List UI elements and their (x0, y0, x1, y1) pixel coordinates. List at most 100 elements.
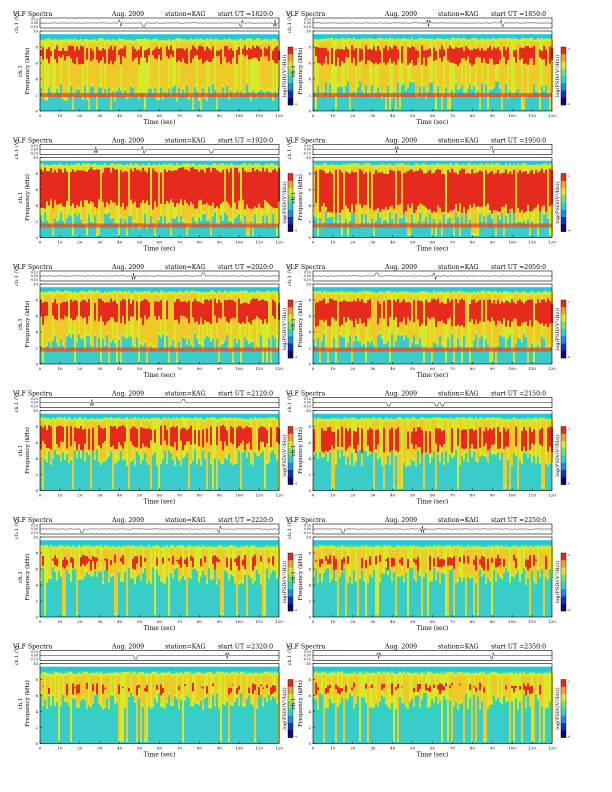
energy-red (164, 425, 166, 441)
time-tick-label: 0 (312, 746, 315, 751)
energy-red (455, 47, 457, 65)
colorbar-label: log(PSD/(V²/Hz)) (554, 687, 561, 729)
energy-red (411, 169, 413, 204)
energy-red (184, 50, 186, 63)
energy-red (409, 47, 411, 63)
colorbar-frame (287, 426, 294, 485)
energy-red (389, 46, 391, 59)
energy-yellow (375, 39, 377, 95)
energy-red (92, 427, 94, 451)
energy-yellow (453, 37, 455, 97)
energy-red (523, 683, 525, 690)
energy-yellow (453, 418, 455, 457)
time-tick-label: 80 (470, 366, 476, 371)
energy-orange (214, 295, 216, 348)
freq-axis-label: Frequency (kHz) (24, 554, 31, 601)
trace-waveform (312, 402, 553, 407)
freq-tick-label: 8 (308, 551, 311, 556)
freq-tick-label: 0 (35, 615, 38, 620)
energy-red (485, 427, 487, 444)
trace-tick-bottom: -0.10 (30, 152, 38, 156)
energy-red (361, 299, 363, 324)
energy-orange (138, 420, 140, 451)
energy-red (266, 168, 268, 203)
time-tick-label: 30 (97, 240, 103, 245)
energy-yellow (256, 38, 258, 98)
energy-red (266, 430, 268, 444)
energy-red (128, 688, 130, 692)
energy-yellow (447, 671, 449, 742)
energy-yellow (210, 546, 212, 581)
colorbar-segment (288, 336, 293, 344)
energy-red (160, 172, 162, 204)
energy-red (339, 688, 341, 695)
energy-red (355, 47, 357, 66)
energy-orange (527, 295, 529, 360)
energy-yellow (140, 38, 142, 93)
freq-tick-label: 0 (308, 109, 311, 114)
freq-tick-label: 0 (308, 741, 311, 746)
energy-orange (493, 675, 495, 693)
energy-orange (68, 674, 70, 703)
time-axis-label: Time (sec) (417, 372, 449, 379)
time-tick-label: 50 (410, 619, 416, 624)
energy-orange (50, 548, 52, 576)
energy-yellow (276, 40, 278, 94)
energy-red (144, 170, 146, 204)
trace-tick-top: 0.10 (31, 271, 38, 275)
trace-tick-top: 0.10 (31, 18, 38, 22)
energy-yellow (429, 291, 431, 351)
energy-red (393, 299, 395, 320)
energy-orange (264, 42, 266, 95)
energy-yellow (100, 671, 102, 707)
energy-red (341, 49, 343, 61)
time-tick-label: 10 (57, 619, 63, 624)
energy-red (475, 173, 477, 208)
colorbar-frame (287, 173, 294, 232)
energy-red (543, 172, 545, 206)
energy-red (525, 46, 527, 64)
energy-orange (523, 41, 525, 107)
energy-orange (188, 420, 190, 486)
energy-red (110, 560, 112, 565)
energy-orange (268, 674, 270, 692)
time-tick-label: 40 (390, 113, 396, 118)
energy-red (521, 301, 523, 323)
energy-orange (337, 167, 339, 221)
energy-yellow (321, 672, 323, 695)
energy-orange (74, 41, 76, 94)
panel-2250: VLF Spectra Aug. 2009 station=KAG start UT … (285, 517, 570, 632)
energy-red (537, 299, 539, 322)
energy-red (375, 555, 377, 565)
energy-orange (381, 550, 383, 570)
colorbar-segment (288, 694, 293, 702)
panel-1920: VLF Spectra Aug. 2009 station=KAG start UT … (12, 138, 297, 253)
energy-red (218, 171, 220, 209)
energy-yellow (62, 673, 64, 695)
energy-red (258, 46, 260, 62)
panel-station: station=KAG (165, 11, 206, 18)
time-tick-label: 50 (137, 746, 143, 751)
colorbar-tick-top: -2 (294, 427, 297, 431)
energy-yellow (347, 291, 349, 344)
energy-yellow (427, 546, 429, 616)
time-tick-label: 30 (97, 493, 103, 498)
energy-red (455, 298, 457, 327)
energy-red (389, 429, 391, 452)
energy-orange (260, 43, 262, 87)
energy-red (80, 301, 82, 317)
time-tick-label: 20 (77, 619, 83, 624)
energy-orange (485, 677, 487, 739)
colorbar-segment (288, 180, 293, 189)
energy-red (88, 298, 90, 317)
time-tick-label: 110 (255, 493, 263, 498)
energy-red (327, 427, 329, 452)
panel-2050: VLF Spectra Aug. 2009 station=KAG start UT … (285, 264, 570, 379)
upper-cutoff-band (40, 413, 279, 418)
colorbar-segment (561, 76, 566, 84)
energy-yellow (387, 672, 389, 708)
energy-orange (471, 548, 473, 575)
energy-red (228, 49, 230, 62)
energy-red (270, 427, 272, 448)
freq-tick-label: 10 (33, 155, 39, 160)
